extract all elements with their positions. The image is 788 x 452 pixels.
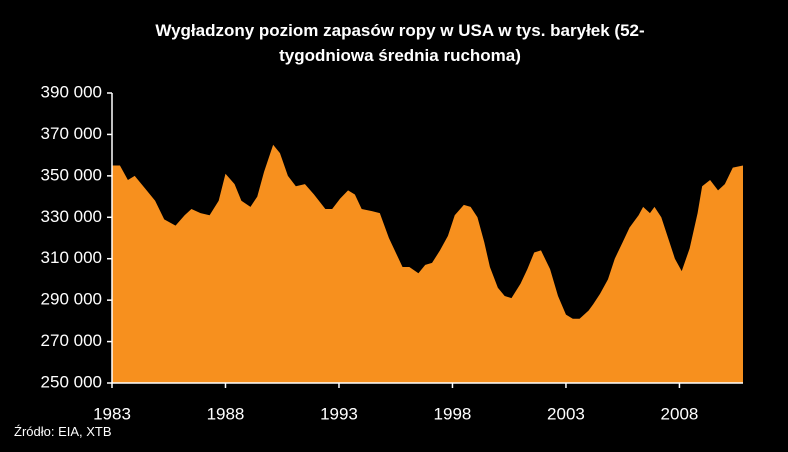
x-tick-label: 1998	[434, 404, 472, 423]
area	[112, 144, 743, 383]
y-tick-label: 250 000	[41, 372, 102, 391]
source-note: Źródło: EIA, XTB	[14, 424, 112, 439]
x-tick-label: 2008	[661, 404, 699, 423]
y-tick-label: 350 000	[41, 165, 102, 184]
x-tick-label: 1988	[207, 404, 245, 423]
y-tick-label: 290 000	[41, 290, 102, 309]
x-tick-label: 2003	[547, 404, 585, 423]
y-tick-label: 270 000	[41, 331, 102, 350]
x-tick-label: 1993	[320, 404, 358, 423]
y-tick-label: 310 000	[41, 248, 102, 267]
y-tick-label: 330 000	[41, 207, 102, 226]
y-tick-label: 370 000	[41, 124, 102, 143]
x-tick-label: 1983	[93, 404, 131, 423]
y-tick-label: 390 000	[41, 82, 102, 101]
chart-title: Wygładzony poziom zapasów ropy w USA w t…	[155, 21, 645, 65]
